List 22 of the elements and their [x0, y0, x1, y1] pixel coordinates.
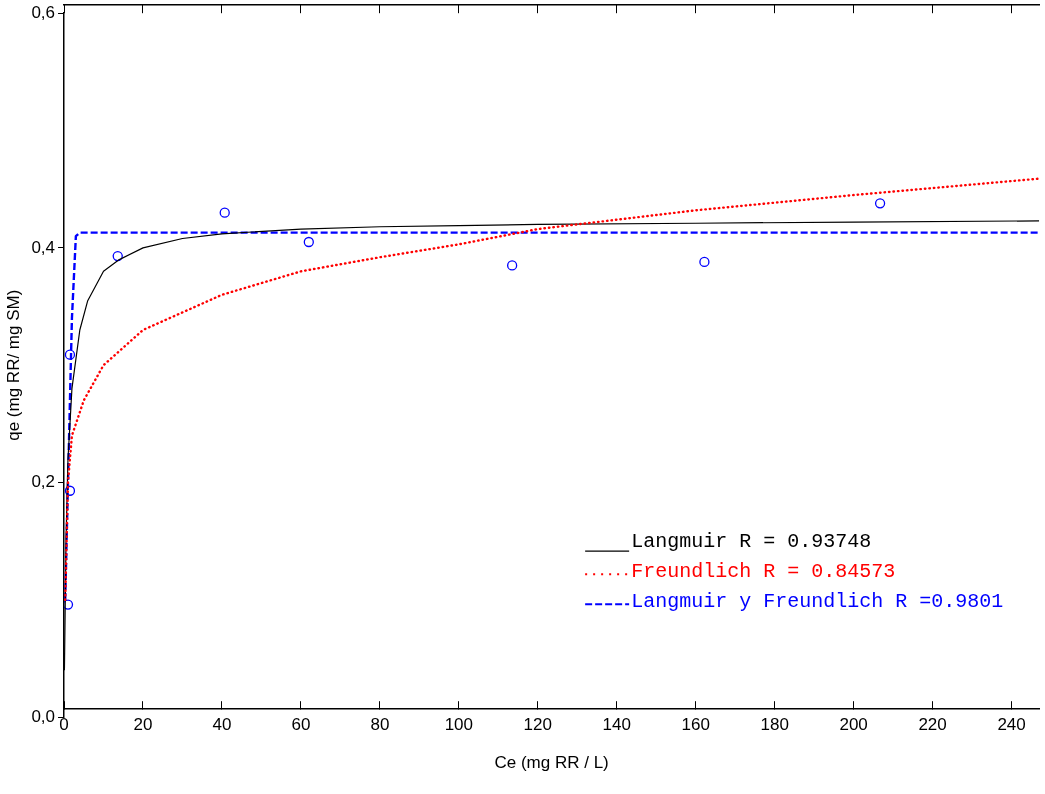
y-axis-title: qe (mg RR/ mg SM) [3, 289, 23, 441]
y-tick-label: 0,4 [31, 237, 56, 257]
legend-label: Langmuir y Freundlich R =0.9801 [631, 590, 1004, 614]
x-tick-label: 140 [602, 715, 631, 735]
x-tick-label: 40 [212, 715, 232, 735]
x-tick-label: 220 [918, 715, 947, 735]
x-tick-label: 80 [370, 715, 390, 735]
x-tick-label: 100 [444, 715, 474, 735]
legend-label: Freundlich R = 0.84573 [631, 560, 896, 584]
x-tick-label: 20 [133, 715, 153, 735]
x-tick-label: 160 [681, 715, 710, 735]
x-tick-label: 0 [59, 715, 69, 735]
x-tick-label: 180 [760, 715, 789, 735]
x-tick-label: 200 [839, 715, 868, 735]
x-tick-label: 60 [291, 715, 311, 735]
x-tick-label: 120 [523, 715, 552, 735]
x-axis-title: Ce (mg RR / L) [494, 753, 609, 773]
y-tick-label: 0,6 [31, 2, 56, 22]
y-tick-label: 0,2 [31, 472, 56, 492]
x-tick-label: 240 [997, 715, 1026, 735]
legend-label: Langmuir R = 0.93748 [631, 530, 872, 554]
y-tick-label: 0,0 [31, 706, 56, 726]
